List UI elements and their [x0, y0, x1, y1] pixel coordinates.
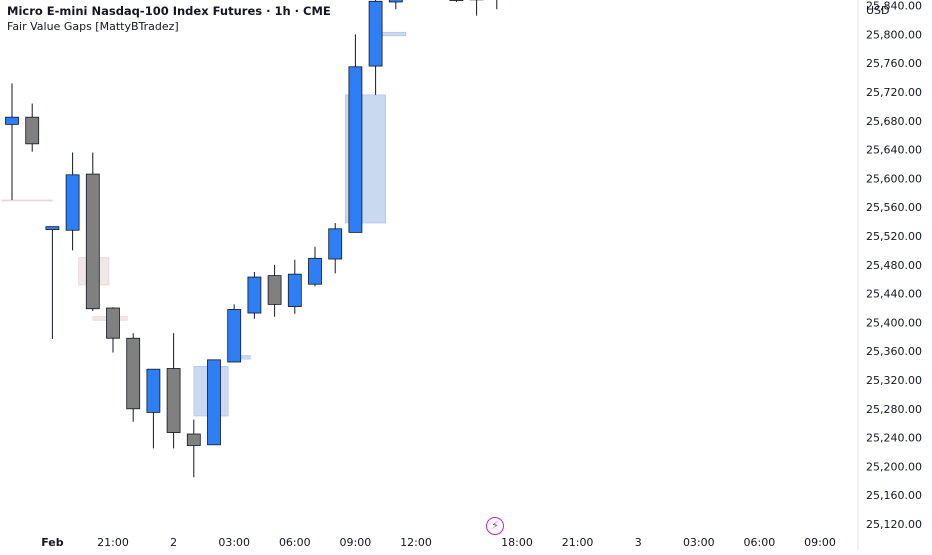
candle-body: [65, 174, 80, 231]
price-tick-label: 25,760.00: [866, 57, 922, 70]
time-tick-label: 18:00: [501, 536, 533, 549]
price-tick-label: 25,120.00: [866, 518, 922, 531]
time-tick-label: 09:00: [804, 536, 836, 549]
candle: [328, 223, 343, 274]
price-tick-label: 25,200.00: [866, 460, 922, 473]
time-tick-label: 12:00: [400, 536, 432, 549]
lightning-icon[interactable]: ⚡: [486, 517, 504, 535]
candle-body: [25, 116, 40, 145]
candle: [5, 83, 19, 200]
candle: [469, 0, 484, 16]
candle: [25, 103, 40, 152]
price-tick-label: 25,160.00: [866, 489, 922, 502]
candle: [368, 0, 383, 95]
symbol-title[interactable]: Micro E-mini Nasdaq-100 Index Futures · …: [7, 4, 331, 18]
candle: [247, 272, 262, 319]
candle: [45, 226, 60, 339]
time-tick-label: 2: [170, 536, 177, 549]
candle-body: [348, 66, 363, 233]
candle-body: [85, 173, 100, 310]
candle-body: [388, 0, 403, 3]
price-tick-label: 25,680.00: [866, 115, 922, 128]
time-tick-label: 03:00: [683, 536, 715, 549]
price-tick-label: 25,320.00: [866, 374, 922, 387]
candle-body: [227, 309, 242, 363]
candle: [496, 0, 498, 10]
price-tick-label: 25,480.00: [866, 259, 922, 272]
price-tick-label: 25,520.00: [866, 230, 922, 243]
candle: [267, 264, 282, 317]
candle: [388, 0, 403, 10]
time-tick-label: 03:00: [218, 536, 250, 549]
price-tick-label: 25,800.00: [866, 28, 922, 41]
candle: [186, 419, 201, 478]
candle-body: [106, 307, 120, 339]
candle-body: [247, 276, 262, 314]
time-tick-label: 21:00: [562, 536, 594, 549]
candle: [126, 333, 141, 422]
candle-body: [449, 0, 464, 1]
candle-body: [328, 228, 343, 260]
candle: [207, 359, 221, 446]
candle-body: [45, 226, 60, 230]
indicator-label[interactable]: Fair Value Gaps [MattyBTradez]: [7, 20, 179, 33]
time-tick-label: 06:00: [279, 536, 311, 549]
time-tick-label: 3: [635, 536, 642, 549]
price-tick-label: 25,280.00: [866, 403, 922, 416]
candle-body: [267, 275, 282, 305]
price-tick-label: 25,600.00: [866, 172, 922, 185]
candle-body: [146, 368, 161, 413]
candle-body: [207, 359, 221, 446]
candle-body: [126, 337, 141, 410]
candle-body: [166, 368, 181, 433]
candle: [287, 259, 302, 314]
price-tick-label: 25,360.00: [866, 345, 922, 358]
candle: [308, 246, 322, 287]
chart-legend: Micro E-mini Nasdaq-100 Index Futures · …: [7, 4, 331, 34]
currency-label[interactable]: USD: [866, 4, 890, 17]
candle: [449, 0, 464, 2]
candle-body: [287, 273, 302, 307]
price-tick-label: 25,440.00: [866, 288, 922, 301]
candle-body: [308, 257, 322, 285]
candle-body: [5, 116, 19, 125]
candle: [146, 368, 161, 449]
time-tick-label: 09:00: [340, 536, 372, 549]
candle: [85, 152, 100, 311]
candle-body: [186, 433, 201, 446]
price-tick-label: 25,240.00: [866, 432, 922, 445]
candle-body: [368, 0, 383, 67]
price-tick-label: 25,720.00: [866, 86, 922, 99]
time-tick-label: Feb: [41, 536, 64, 549]
candle: [227, 304, 242, 363]
candle: [348, 34, 363, 233]
price-tick-label: 25,840.00: [866, 0, 922, 13]
price-tick-label: 25,400.00: [866, 316, 922, 329]
time-tick-label: 06:00: [744, 536, 776, 549]
candle: [65, 152, 80, 251]
candle: [166, 333, 181, 449]
price-tick-label: 25,640.00: [866, 144, 922, 157]
price-tick-label: 25,560.00: [866, 201, 922, 214]
time-tick-label: 21:00: [97, 536, 129, 549]
candle: [106, 307, 120, 353]
bearish-fvg-zone: [1, 199, 53, 202]
